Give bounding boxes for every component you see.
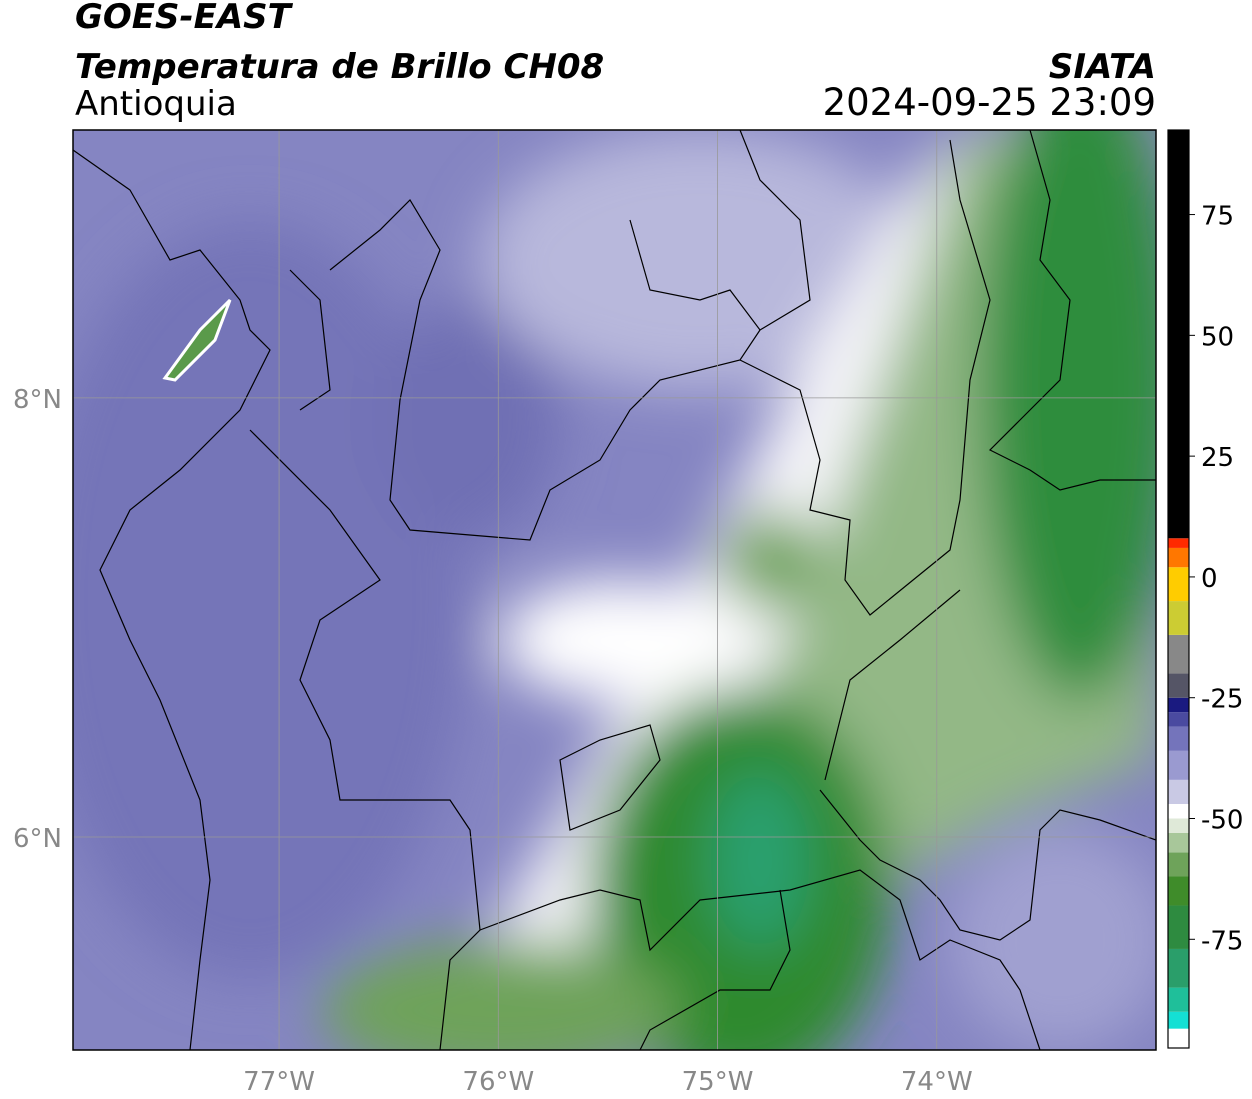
map-image (73, 130, 1156, 1050)
x-tick-label: 77°W (243, 1067, 315, 1097)
colorbar-segment (1168, 130, 1189, 539)
colorbar-segment (1168, 712, 1189, 727)
colorbar-segment (1168, 818, 1189, 833)
colorbar-segment (1168, 538, 1189, 548)
colorbar-segment (1168, 634, 1189, 674)
x-tick-label: 75°W (682, 1067, 754, 1097)
y-tick-label: 8°N (13, 385, 62, 415)
colorbar-segment (1168, 697, 1189, 713)
x-tick-label: 74°W (901, 1067, 973, 1097)
datetime: 2024-09-25 23:09 (823, 81, 1156, 124)
colorbar-segment (1168, 905, 1189, 949)
colorbar-segment (1168, 1011, 1189, 1029)
colorbar-frame (1167, 129, 1190, 1049)
colorbar-tick-label: 25 (1201, 443, 1234, 473)
colorbar-segment (1168, 876, 1189, 906)
x-tick-label: 76°W (462, 1067, 534, 1097)
y-tick-label: 6°N (13, 824, 62, 854)
colorbar-tick-label: 75 (1201, 202, 1234, 232)
colorbar-segment (1168, 567, 1189, 602)
map-frame (72, 129, 1157, 1051)
colorbar-segment (1168, 547, 1189, 568)
source: SIATA (1049, 47, 1156, 87)
colorbar-tick-label: -50 (1201, 806, 1243, 836)
title: GOES-EAST (75, 0, 294, 37)
subtitle: Temperatura de Brillo CH08 (75, 47, 604, 87)
colorbar-segment (1168, 948, 1189, 988)
colorbar-tick-label: 0 (1201, 564, 1218, 594)
colorbar-segment (1168, 750, 1189, 780)
colorbar-tick-label: -75 (1201, 926, 1243, 956)
colorbar-segment (1168, 852, 1189, 877)
colorbar-segment (1168, 779, 1189, 805)
region: Antioquia (75, 84, 237, 124)
colorbar-tick-label: 50 (1201, 322, 1234, 352)
colorbar-segment (1168, 1028, 1189, 1048)
colorbar-segment (1168, 804, 1189, 819)
colorbar: -75 -50 -25 0 25 50 75 (1168, 130, 1243, 1048)
colorbar-segment (1168, 673, 1189, 698)
colorbar-segment (1168, 832, 1189, 853)
colorbar-tick-label: -25 (1201, 685, 1243, 715)
colorbar-segment (1168, 987, 1189, 1012)
grid: 77°W 76°W 75°W 74°W 6°N 8°N (13, 130, 1156, 1097)
colorbar-segment (1168, 726, 1189, 751)
colorbar-segment (1168, 601, 1189, 635)
